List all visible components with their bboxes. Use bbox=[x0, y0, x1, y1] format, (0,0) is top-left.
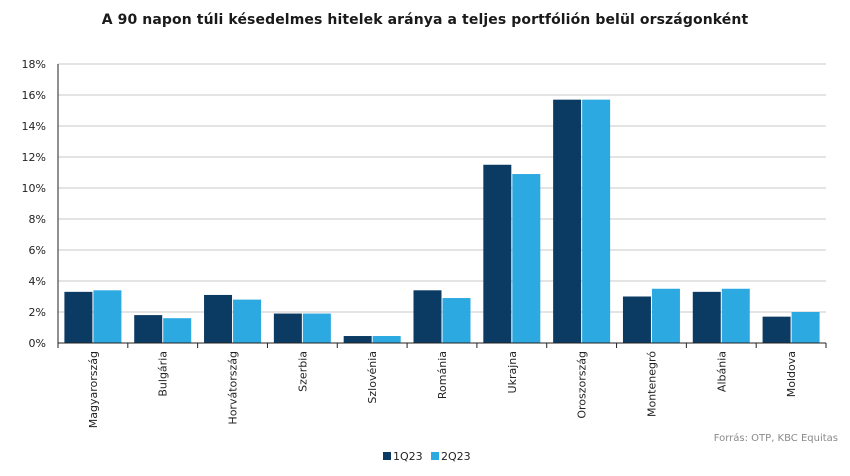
y-tick-label: 2% bbox=[29, 306, 46, 319]
x-category-label: Szerbia bbox=[296, 351, 309, 392]
bar-1Q23 bbox=[204, 294, 233, 343]
y-tick-label: 18% bbox=[22, 58, 46, 71]
x-category-label: Moldova bbox=[785, 351, 798, 397]
bar-2Q23 bbox=[721, 288, 750, 343]
y-tick-label: 8% bbox=[29, 213, 46, 226]
legend-swatch bbox=[383, 452, 391, 460]
y-tick-label: 4% bbox=[29, 275, 46, 288]
legend-swatch bbox=[431, 452, 439, 460]
bar-1Q23 bbox=[134, 315, 163, 343]
y-tick-label: 12% bbox=[22, 151, 46, 164]
y-tick-label: 6% bbox=[29, 244, 46, 257]
gridlines bbox=[58, 63, 826, 313]
y-axis-ticks: 0% 2% 4% 6% 8% 10% 12% 14% 16% 18% bbox=[22, 58, 46, 350]
bar-1Q23 bbox=[692, 291, 721, 343]
x-category-label: Szlovénia bbox=[366, 351, 379, 404]
bar-2Q23 bbox=[512, 174, 541, 343]
legend-label: 2Q23 bbox=[441, 450, 471, 463]
x-category-label: Románia bbox=[436, 351, 449, 399]
legend-label: 1Q23 bbox=[393, 450, 423, 463]
bar-2Q23 bbox=[233, 299, 262, 343]
bar-1Q23 bbox=[762, 316, 791, 343]
bar-2Q23 bbox=[582, 99, 611, 344]
chart-title: A 90 napon túli késedelmes hitelek arány… bbox=[101, 12, 749, 28]
bars bbox=[64, 99, 820, 344]
x-axis-labels: Magyarország Bulgária Horvátország Szerbia S… bbox=[87, 351, 798, 428]
bar-1Q23 bbox=[64, 291, 93, 343]
bar-2Q23 bbox=[93, 290, 122, 343]
bar-2Q23 bbox=[442, 298, 471, 343]
bar-1Q23 bbox=[343, 336, 372, 343]
x-category-label: Ukrajna bbox=[506, 351, 519, 393]
y-tick-label: 14% bbox=[22, 120, 46, 133]
bar-1Q23 bbox=[483, 164, 512, 343]
bar-1Q23 bbox=[622, 296, 651, 343]
x-category-label: Oroszország bbox=[576, 351, 589, 419]
source-note: Forrás: OTP, KBC Equitas bbox=[713, 433, 838, 444]
x-category-label: Montenegró bbox=[645, 351, 658, 417]
bar-2Q23 bbox=[791, 312, 820, 343]
x-category-label: Bulgária bbox=[157, 351, 170, 397]
bar-2Q23 bbox=[372, 336, 401, 343]
bar-2Q23 bbox=[302, 313, 331, 343]
bar-1Q23 bbox=[413, 290, 442, 343]
y-tick-label: 10% bbox=[22, 182, 46, 195]
bar-1Q23 bbox=[273, 313, 302, 343]
bar-2Q23 bbox=[163, 318, 192, 343]
x-category-label: Horvátország bbox=[227, 351, 240, 425]
y-tick-label: 0% bbox=[29, 337, 46, 350]
axes bbox=[57, 64, 827, 348]
x-category-label: Magyarország bbox=[87, 351, 100, 428]
x-category-label: Albánia bbox=[715, 351, 728, 392]
legend: 1Q23 2Q23 bbox=[383, 450, 471, 463]
y-tick-label: 16% bbox=[22, 89, 46, 102]
bar-1Q23 bbox=[553, 99, 582, 344]
bar-2Q23 bbox=[651, 288, 680, 343]
